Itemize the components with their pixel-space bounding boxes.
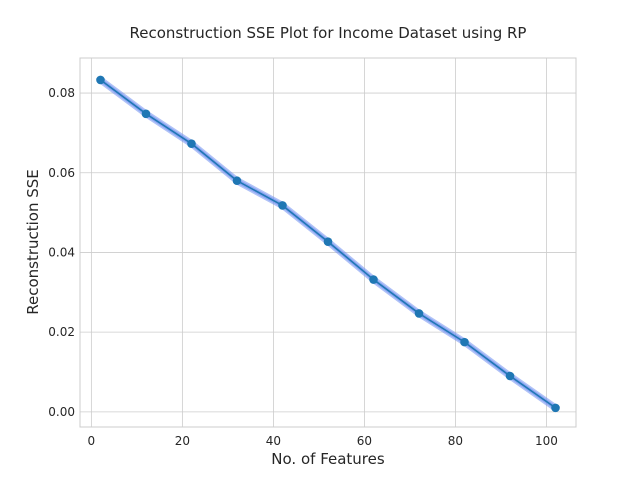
data-point xyxy=(96,75,105,85)
data-point xyxy=(414,309,424,318)
x-tick-label: 0 xyxy=(88,434,96,448)
data-point xyxy=(460,337,469,347)
x-tick-label: 100 xyxy=(535,434,558,448)
x-tick-label: 60 xyxy=(357,434,372,448)
y-tick-label: 0.06 xyxy=(48,166,75,180)
x-tick-label: 20 xyxy=(175,434,190,448)
grid xyxy=(80,58,576,427)
chart-title: Reconstruction SSE Plot for Income Datas… xyxy=(130,24,527,42)
data-point xyxy=(551,403,560,413)
x-axis-label: No. of Features xyxy=(271,450,385,468)
tick-labels: 0 20 40 60 80 100 0.00 0.02 0.04 0.06 0.08 xyxy=(48,86,558,448)
data-point xyxy=(232,176,242,186)
data-point xyxy=(278,201,287,210)
y-tick-label: 0.00 xyxy=(48,405,75,419)
data-point xyxy=(505,371,515,381)
x-tick-label: 80 xyxy=(448,434,463,448)
data-point xyxy=(323,237,333,247)
y-tick-label: 0.02 xyxy=(48,325,75,339)
y-tick-label: 0.04 xyxy=(48,245,75,259)
plot-frame xyxy=(79,57,577,428)
data-point xyxy=(187,139,196,148)
y-tick-label: 0.08 xyxy=(48,86,75,100)
data-points xyxy=(96,75,560,413)
y-axis-label: Reconstruction SSE xyxy=(24,169,42,315)
x-tick-label: 40 xyxy=(266,434,281,448)
data-point xyxy=(141,109,151,119)
data-point xyxy=(369,275,378,284)
